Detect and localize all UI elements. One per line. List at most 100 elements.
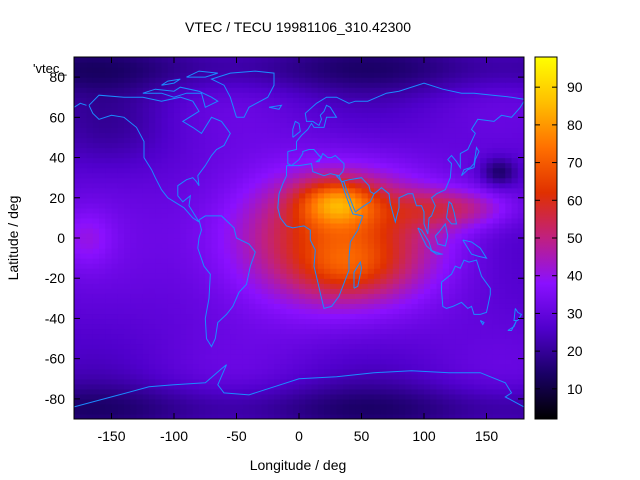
heat-cell	[180, 92, 188, 98]
heat-cell	[280, 232, 288, 239]
heat-cell	[455, 222, 463, 229]
heat-cell	[99, 82, 106, 88]
heat-cell	[261, 393, 269, 400]
heat-cell	[367, 87, 375, 93]
heat-cell	[161, 102, 169, 108]
heat-cell	[305, 243, 313, 249]
heat-cell	[161, 152, 169, 159]
heat-cell	[330, 132, 338, 139]
heat-cell	[255, 348, 263, 355]
heat-cell	[280, 122, 288, 128]
heat-cell	[205, 388, 213, 395]
heat-cell	[386, 227, 394, 234]
heat-cell	[480, 187, 488, 194]
heat-cell	[380, 72, 388, 78]
heat-cell	[449, 117, 456, 123]
heat-cell	[449, 122, 456, 128]
heat-cell	[417, 378, 425, 385]
heat-cell	[274, 147, 281, 154]
heat-cell	[180, 212, 188, 219]
heat-cell	[311, 112, 319, 118]
heat-cell	[180, 388, 188, 395]
heat-cell	[92, 197, 100, 204]
heat-cell	[274, 107, 281, 113]
heat-cell	[324, 77, 331, 83]
heat-cell	[511, 232, 519, 239]
heat-cell	[142, 122, 150, 128]
heat-cell	[392, 403, 400, 410]
heat-cell	[224, 393, 231, 400]
heat-cell	[342, 157, 350, 164]
heat-cell	[386, 142, 394, 149]
heat-cell	[311, 238, 319, 244]
heat-cell	[161, 278, 169, 284]
heat-cell	[305, 293, 313, 299]
heat-cell	[292, 217, 300, 224]
heat-cell	[455, 227, 463, 234]
heat-cell	[380, 263, 388, 269]
heat-cell	[136, 413, 144, 419]
heat-cell	[86, 288, 94, 294]
heat-cell	[105, 202, 113, 209]
heat-cell	[355, 413, 363, 419]
heat-cell	[417, 303, 425, 309]
heat-cell	[286, 328, 294, 335]
heat-cell	[317, 258, 325, 264]
heat-cell	[442, 127, 450, 134]
heat-cell	[511, 293, 519, 299]
heat-cell	[92, 182, 100, 189]
heat-cell	[442, 167, 450, 174]
heat-cell	[155, 182, 163, 189]
heat-cell	[255, 333, 263, 340]
heat-cell	[86, 217, 94, 224]
heat-cell	[280, 373, 288, 380]
heat-cell	[449, 338, 456, 345]
heat-cell	[311, 343, 319, 350]
heat-cell	[186, 238, 194, 244]
heat-cell	[380, 157, 388, 164]
heat-cell	[242, 87, 250, 93]
heat-cell	[167, 343, 175, 350]
heat-cell	[180, 157, 188, 164]
heat-cell	[455, 333, 463, 340]
heat-cell	[74, 383, 81, 390]
heat-cell	[230, 202, 238, 209]
heat-cell	[517, 72, 524, 78]
heat-cell	[411, 298, 419, 304]
heat-cell	[149, 368, 156, 375]
heat-cell	[436, 167, 444, 174]
heat-cell	[305, 238, 313, 244]
heat-cell	[405, 323, 413, 330]
heat-cell	[311, 328, 319, 335]
heat-cell	[117, 137, 125, 144]
heat-cell	[367, 293, 375, 299]
heat-cell	[199, 373, 206, 380]
heat-cell	[399, 217, 406, 224]
heat-cell	[74, 403, 81, 410]
heat-cell	[186, 167, 194, 174]
heat-cell	[111, 323, 119, 330]
heat-cell	[180, 353, 188, 360]
heat-cell	[261, 167, 269, 174]
heat-cell	[274, 298, 281, 304]
heat-cell	[224, 67, 231, 73]
heat-cell	[142, 162, 150, 169]
heat-cell	[311, 353, 319, 360]
heat-cell	[380, 338, 388, 345]
heat-cell	[292, 403, 300, 410]
heat-cell	[330, 263, 338, 269]
heat-cell	[417, 137, 425, 144]
heat-cell	[167, 348, 175, 355]
heat-cell	[161, 112, 169, 118]
heat-cell	[136, 333, 144, 340]
heat-cell	[205, 333, 213, 340]
heat-cell	[342, 393, 350, 400]
heat-cell	[242, 248, 250, 254]
heat-cell	[261, 207, 269, 214]
heat-cell	[499, 202, 506, 209]
heat-cell	[142, 263, 150, 269]
heat-cell	[230, 172, 238, 179]
heat-cell	[361, 258, 369, 264]
heat-cell	[324, 373, 331, 380]
heat-cell	[430, 97, 438, 103]
